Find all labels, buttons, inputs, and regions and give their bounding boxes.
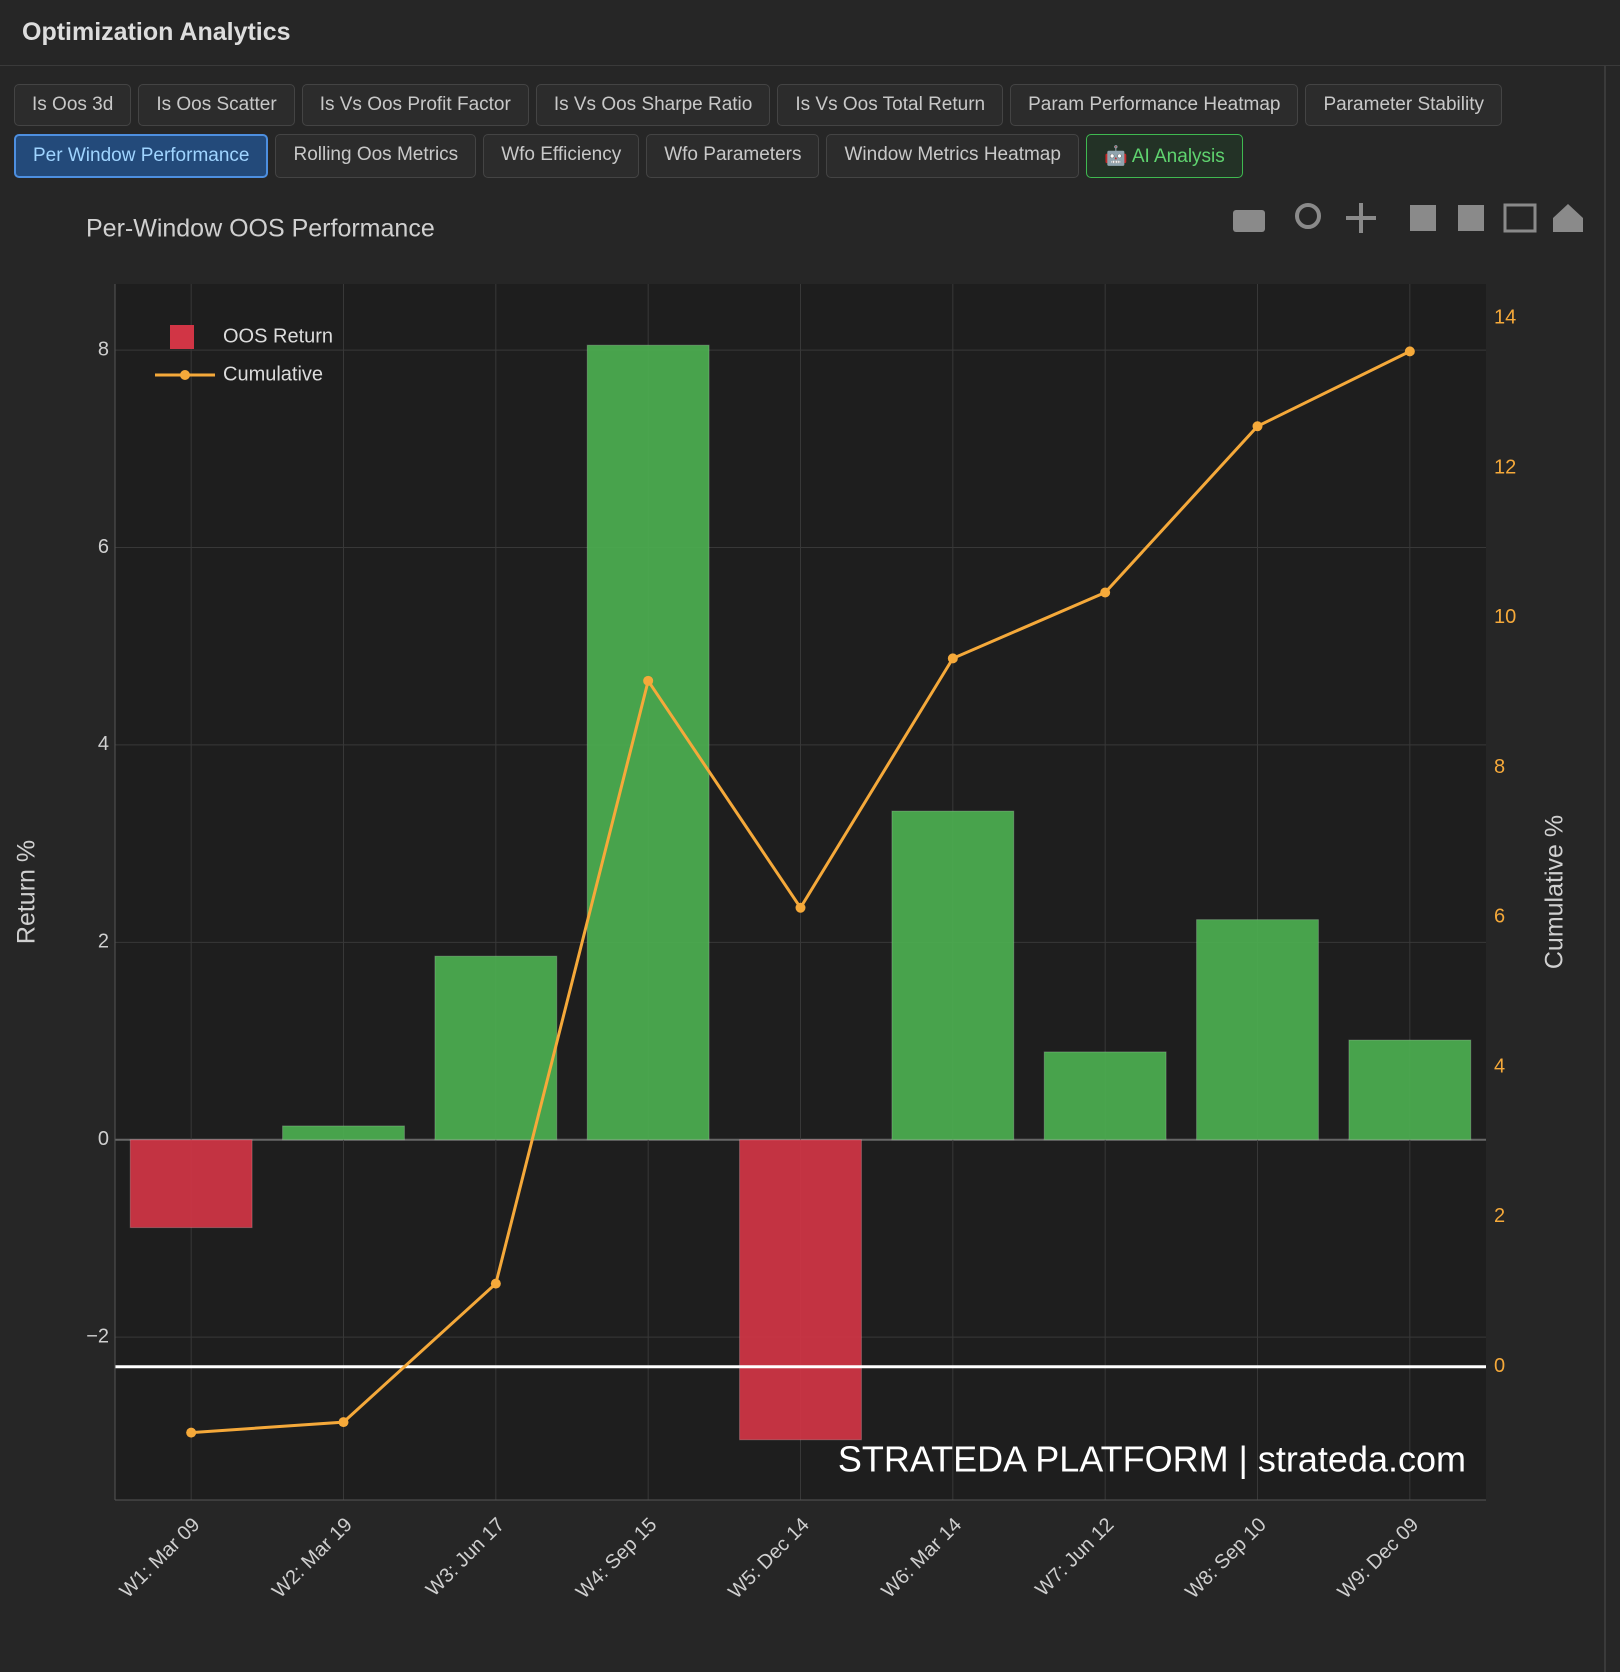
legend-label: OOS Return [223,325,333,347]
y-tick-label: 2 [98,931,109,953]
zoom-out-icon[interactable] [1458,205,1484,231]
bar [892,811,1014,1140]
point [948,653,958,663]
y2-tick-label: 2 [1494,1205,1505,1227]
bar [283,1126,405,1140]
watermark: STRATEDA PLATFORM | strateda.com [838,1439,1466,1480]
x-tick-label: W4: Sep 15 [572,1514,661,1603]
y2-tick-label: 0 [1494,1355,1505,1377]
y-tick-label: 6 [98,536,109,558]
zoom-in-icon[interactable] [1410,205,1436,231]
y-tick-label: 4 [98,733,109,755]
legend-label: Cumulative [223,363,323,385]
home-icon[interactable] [1553,204,1583,232]
x-tick-label: W2: Mar 19 [268,1514,357,1603]
toolbar [1233,203,1583,233]
y-tick-label: −2 [86,1325,109,1347]
x-tick-label: W5: Dec 14 [724,1514,813,1603]
y2-tick-label: 10 [1494,606,1516,628]
zoom-icon[interactable] [1297,205,1319,227]
x-tick-label: W7: Jun 12 [1031,1514,1118,1601]
point [1405,346,1415,356]
y2-axis-title: Cumulative % [1541,815,1569,969]
point [339,1417,349,1427]
y2-tick-label: 8 [1494,756,1505,778]
autoscale-icon[interactable] [1505,205,1535,231]
y-tick-label: 8 [98,338,109,360]
point [796,903,806,913]
bar [1044,1052,1166,1140]
camera-icon[interactable] [1233,210,1265,232]
chart-title: Per-Window OOS Performance [86,215,435,243]
point [186,1428,196,1438]
x-tick-label: W6: Mar 14 [877,1514,966,1603]
bar [1349,1040,1471,1140]
bar [130,1140,252,1228]
x-tick-label: W1: Mar 09 [116,1514,205,1603]
pan-icon[interactable] [1346,203,1376,233]
point [1253,421,1263,431]
y-tick-label: 0 [98,1128,109,1150]
x-tick-label: W3: Jun 17 [422,1514,509,1601]
y2-tick-label: 6 [1494,906,1505,928]
y2-tick-label: 4 [1494,1055,1505,1077]
bar [1197,920,1319,1140]
legend-swatch [180,370,190,380]
point [643,676,653,686]
legend-swatch [170,325,194,349]
point [1100,587,1110,597]
bar [740,1140,862,1440]
y2-tick-label: 12 [1494,456,1516,478]
x-tick-label: W8: Sep 10 [1181,1514,1270,1603]
y2-tick-label: 14 [1494,307,1516,329]
y-axis-title: Return % [13,840,41,944]
point [491,1279,501,1289]
x-tick-label: W9: Dec 09 [1334,1514,1423,1603]
